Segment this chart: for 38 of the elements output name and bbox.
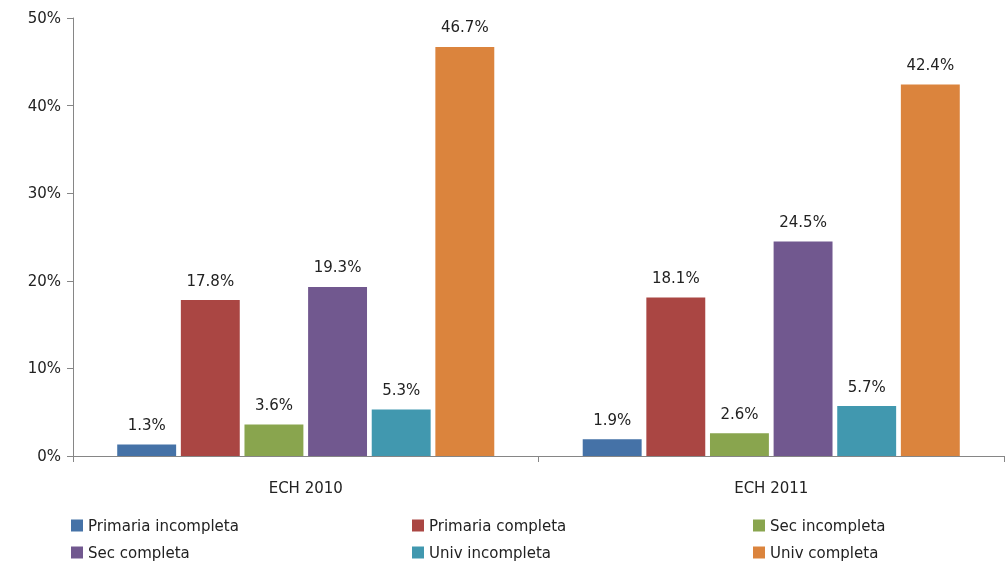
y-tick-label: 10% [27, 359, 61, 378]
data-label: 5.7% [847, 377, 886, 396]
y-tick-label: 20% [27, 271, 61, 290]
x-tick-label: ECH 2011 [734, 478, 809, 497]
legend-label: Primaria completa [429, 516, 567, 535]
data-label: 3.6% [254, 395, 293, 414]
data-label: 46.7% [440, 18, 489, 37]
data-label: 24.5% [779, 212, 827, 231]
bar [646, 297, 706, 456]
data-label: 18.1% [651, 268, 700, 287]
x-tick-label: ECH 2010 [268, 478, 343, 497]
bar [837, 406, 897, 456]
bar [244, 424, 304, 456]
y-tick-label: 40% [27, 96, 61, 115]
legend-label: Sec completa [88, 543, 190, 562]
data-label: 1.3% [127, 416, 166, 435]
bar [435, 46, 495, 456]
y-tick-label: 30% [27, 184, 61, 203]
bar [308, 286, 368, 456]
bar [180, 300, 240, 456]
y-tick-label: 0% [37, 447, 61, 465]
data-label: 17.8% [186, 271, 235, 290]
bar [900, 84, 960, 456]
legend-label: Univ completa [770, 543, 879, 562]
bar [117, 444, 177, 456]
bar [773, 241, 833, 456]
y-tick-label: 50% [27, 9, 61, 27]
bar [371, 409, 431, 456]
data-label: 2.6% [720, 404, 759, 423]
bar [709, 433, 769, 456]
legend-label: Univ incompleta [429, 543, 551, 562]
legend-label: Sec incompleta [770, 516, 886, 535]
data-label: 19.3% [313, 258, 362, 277]
data-label: 1.9% [593, 410, 632, 429]
bar [582, 439, 642, 456]
legend-label: Primaria incompleta [88, 516, 239, 535]
data-label: 42.4% [906, 56, 955, 75]
data-label: 5.3% [382, 381, 421, 400]
